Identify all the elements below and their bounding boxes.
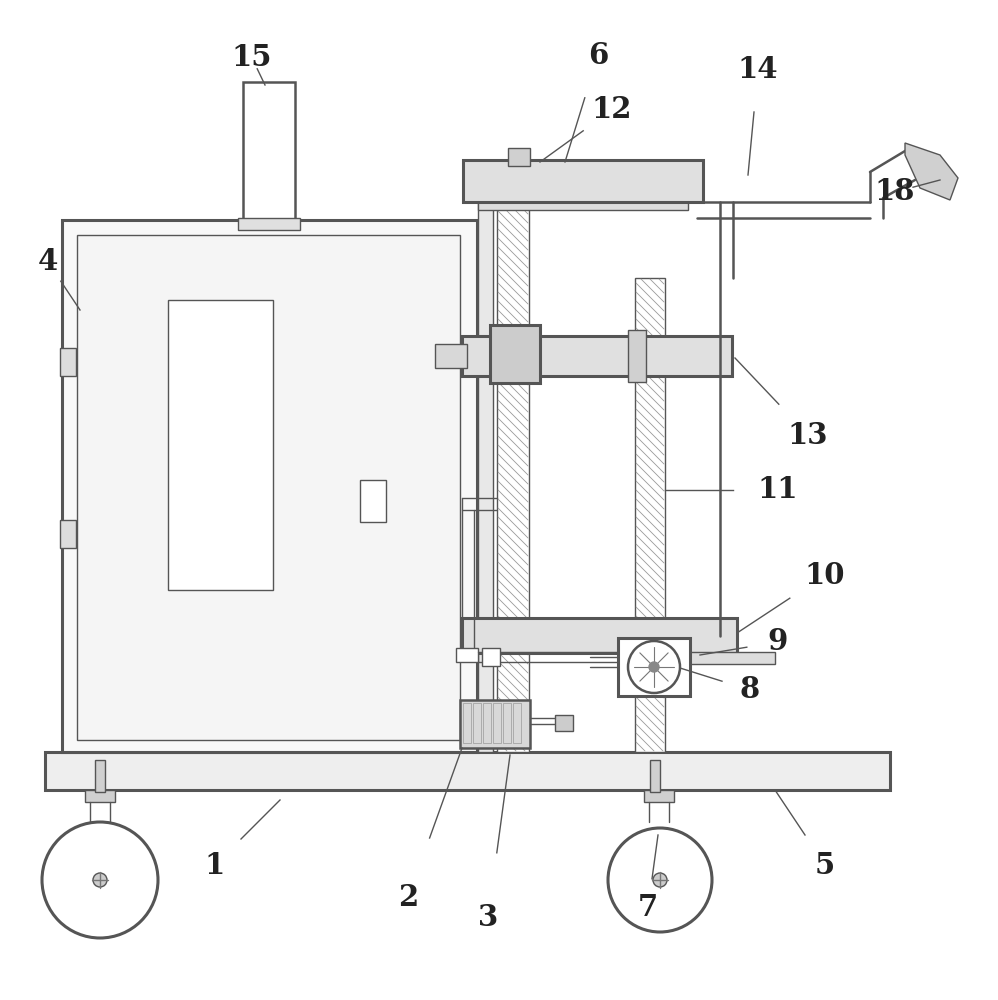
Text: 18: 18 xyxy=(875,178,915,207)
Bar xyxy=(435,344,467,368)
Bar xyxy=(478,195,688,210)
Text: 12: 12 xyxy=(592,96,633,124)
Text: 11: 11 xyxy=(757,476,798,504)
Text: 7: 7 xyxy=(638,894,658,922)
Circle shape xyxy=(653,873,667,887)
Bar xyxy=(45,752,890,790)
Bar xyxy=(665,652,775,664)
Text: 5: 5 xyxy=(815,850,835,880)
Circle shape xyxy=(42,822,158,938)
Bar xyxy=(482,648,500,666)
Bar xyxy=(473,703,481,743)
Bar xyxy=(635,278,665,752)
Bar xyxy=(650,760,660,792)
Text: 2: 2 xyxy=(398,884,418,912)
Circle shape xyxy=(628,641,680,693)
Text: 1: 1 xyxy=(205,850,226,880)
Bar xyxy=(493,703,501,743)
Bar xyxy=(238,218,300,230)
Bar xyxy=(497,165,529,752)
Bar xyxy=(460,700,530,748)
Bar xyxy=(628,330,646,382)
Text: 9: 9 xyxy=(767,628,788,656)
Circle shape xyxy=(93,873,107,887)
Polygon shape xyxy=(905,143,958,200)
Bar xyxy=(618,638,690,696)
Text: 15: 15 xyxy=(232,43,272,73)
Bar xyxy=(644,790,674,802)
Bar xyxy=(478,195,493,752)
Bar xyxy=(483,703,491,743)
Text: 13: 13 xyxy=(787,420,828,450)
Text: 6: 6 xyxy=(588,40,608,70)
Bar xyxy=(462,618,737,653)
Text: 8: 8 xyxy=(740,676,760,704)
Bar xyxy=(456,648,478,662)
Bar xyxy=(77,235,460,740)
Bar xyxy=(60,520,76,548)
Bar xyxy=(503,703,511,743)
Bar xyxy=(490,325,540,383)
Bar xyxy=(85,790,115,802)
Bar xyxy=(462,336,732,376)
Circle shape xyxy=(649,662,659,672)
Bar xyxy=(360,480,386,522)
Bar xyxy=(243,82,295,222)
Text: 4: 4 xyxy=(38,247,58,276)
Bar xyxy=(508,148,530,166)
Text: 10: 10 xyxy=(804,560,845,589)
Bar xyxy=(463,160,703,202)
Text: 14: 14 xyxy=(738,55,778,85)
Bar xyxy=(555,715,573,731)
Bar xyxy=(60,348,76,376)
Bar xyxy=(168,300,273,590)
Text: 3: 3 xyxy=(478,904,498,932)
Circle shape xyxy=(608,828,712,932)
Bar xyxy=(463,703,471,743)
Bar xyxy=(95,760,105,792)
Bar xyxy=(62,220,477,752)
Bar xyxy=(513,703,521,743)
